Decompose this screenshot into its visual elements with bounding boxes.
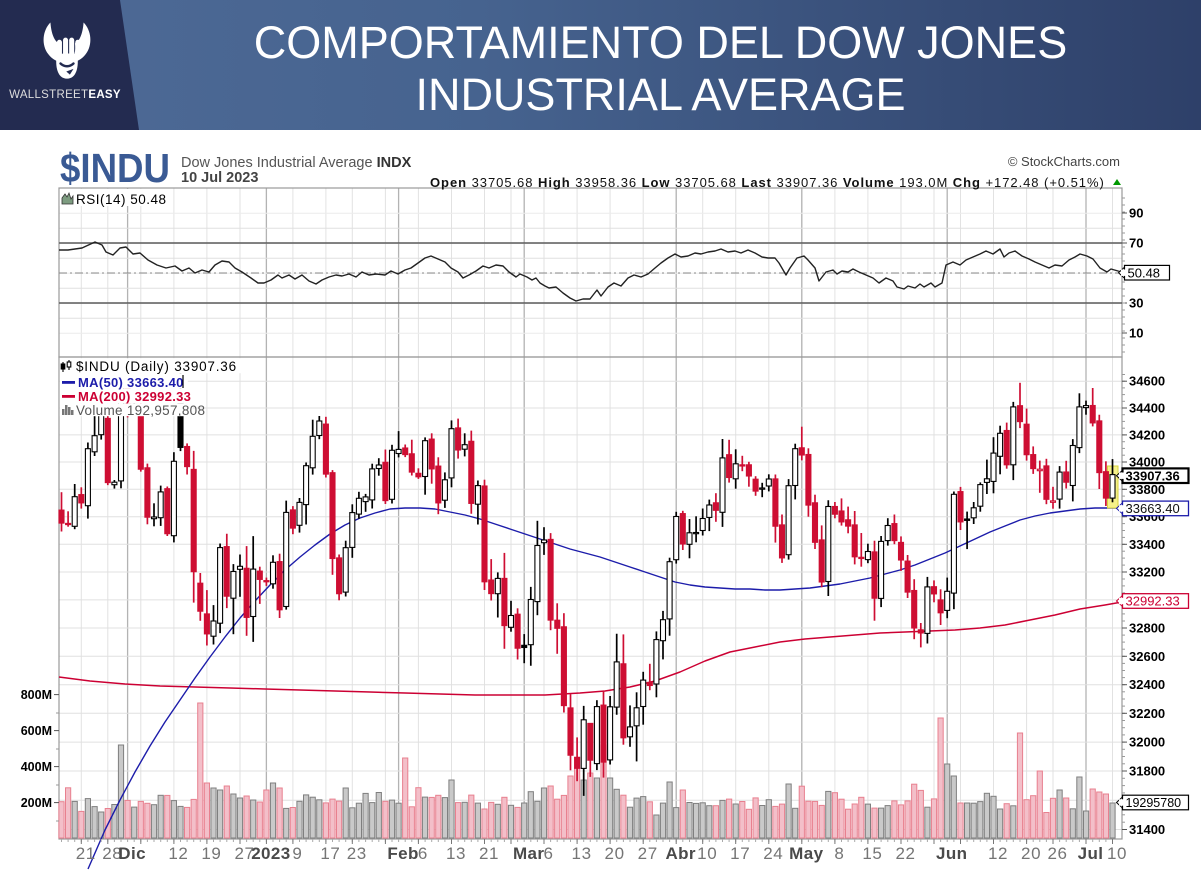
svg-text:32400: 32400	[1129, 677, 1165, 692]
svg-text:MA(200) 32992.33: MA(200) 32992.33	[78, 389, 191, 404]
svg-text:10 Jul 2023: 10 Jul 2023	[181, 170, 258, 186]
svg-text:10: 10	[1107, 844, 1127, 863]
svg-text:31800: 31800	[1129, 764, 1165, 779]
svg-text:RSI(14) 50.48: RSI(14) 50.48	[76, 192, 167, 207]
svg-text:15: 15	[862, 844, 882, 863]
svg-text:50.48: 50.48	[1128, 265, 1161, 280]
svg-text:31400: 31400	[1129, 822, 1165, 837]
svg-text:9: 9	[292, 844, 302, 863]
svg-text:33400: 33400	[1129, 537, 1165, 552]
svg-text:22: 22	[895, 844, 915, 863]
svg-text:13: 13	[446, 844, 466, 863]
svg-text:200M: 200M	[21, 796, 52, 810]
svg-text:Abr: Abr	[665, 844, 695, 863]
svg-text:Jun: Jun	[936, 844, 967, 863]
svg-text:17: 17	[320, 844, 340, 863]
svg-text:90: 90	[1129, 206, 1143, 221]
svg-text:33800: 33800	[1129, 482, 1165, 497]
svg-text:70: 70	[1129, 236, 1143, 251]
svg-text:28: 28	[102, 844, 122, 863]
svg-text:Open 33705.68 High 33958.36 Lo: Open 33705.68 High 33958.36 Low 33705.68…	[430, 175, 1105, 190]
svg-text:Mar: Mar	[513, 844, 544, 863]
svg-text:32200: 32200	[1129, 706, 1165, 721]
svg-text:20: 20	[605, 844, 625, 863]
svg-text:6: 6	[418, 844, 428, 863]
svg-text:Dic: Dic	[118, 844, 146, 863]
svg-text:34600: 34600	[1129, 374, 1165, 389]
svg-text:$INDU: $INDU	[60, 145, 170, 191]
svg-text:32992.33: 32992.33	[1126, 594, 1180, 609]
svg-text:33663.40: 33663.40	[1126, 501, 1180, 516]
svg-text:Feb: Feb	[387, 844, 418, 863]
svg-text:32000: 32000	[1129, 735, 1165, 750]
svg-text:600M: 600M	[21, 724, 52, 738]
svg-text:24: 24	[763, 844, 783, 863]
svg-text:2023: 2023	[251, 844, 290, 863]
svg-text:Jul: Jul	[1078, 844, 1104, 863]
svg-text:27: 27	[234, 844, 254, 863]
svg-text:34000: 34000	[1129, 455, 1165, 470]
svg-text:MA(50) 33663.40: MA(50) 33663.40	[78, 375, 184, 390]
svg-text:21: 21	[76, 844, 96, 863]
svg-text:34200: 34200	[1129, 427, 1165, 442]
svg-text:20: 20	[1021, 844, 1041, 863]
svg-text:May: May	[789, 844, 823, 863]
svg-text:$INDU (Daily) 33907.36: $INDU (Daily) 33907.36	[76, 359, 237, 374]
svg-text:12: 12	[168, 844, 188, 863]
svg-text:33907.36: 33907.36	[1126, 468, 1180, 483]
svg-text:800M: 800M	[21, 688, 52, 702]
svg-text:30: 30	[1129, 296, 1143, 311]
svg-text:27: 27	[638, 844, 658, 863]
svg-text:Volume 192,957,808: Volume 192,957,808	[76, 403, 205, 418]
svg-text:13: 13	[572, 844, 592, 863]
svg-text:34400: 34400	[1129, 401, 1165, 416]
svg-text:19: 19	[201, 844, 221, 863]
svg-text:10: 10	[697, 844, 717, 863]
svg-text:8: 8	[834, 844, 844, 863]
svg-text:19295780: 19295780	[1126, 796, 1182, 810]
svg-text:21: 21	[479, 844, 499, 863]
svg-text:26: 26	[1047, 844, 1067, 863]
svg-text:10: 10	[1129, 326, 1143, 341]
svg-text:23: 23	[347, 844, 367, 863]
svg-text:33200: 33200	[1129, 565, 1165, 580]
svg-text:17: 17	[730, 844, 750, 863]
svg-text:32600: 32600	[1129, 649, 1165, 664]
svg-text:400M: 400M	[21, 760, 52, 774]
svg-text:Dow Jones Industrial Average I: Dow Jones Industrial Average INDX	[181, 155, 412, 171]
svg-text:32800: 32800	[1129, 621, 1165, 636]
svg-text:12: 12	[988, 844, 1008, 863]
svg-text:6: 6	[543, 844, 553, 863]
svg-text:© StockCharts.com: © StockCharts.com	[1008, 154, 1120, 169]
